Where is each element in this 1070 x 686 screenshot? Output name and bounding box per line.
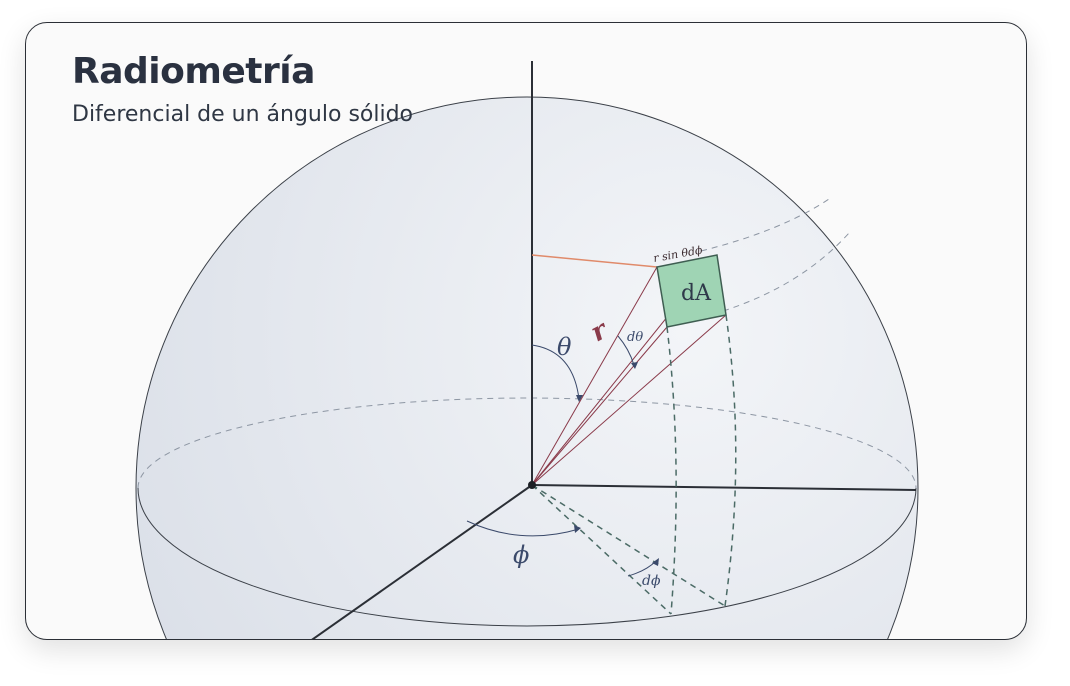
- radius-line-4: [531, 314, 727, 486]
- d-theta-label: dθ: [627, 330, 643, 345]
- meridian-guide-left: [666, 326, 677, 615]
- origin-point: [528, 481, 536, 489]
- equatorial-ray-2: [531, 484, 726, 607]
- latitude-arc-upper: [700, 198, 830, 252]
- dA-label: dA: [681, 281, 712, 306]
- equatorial-ray-1: [531, 484, 672, 615]
- x-axis: [531, 484, 917, 491]
- d-phi-label: dϕ: [642, 573, 661, 589]
- d-theta-arrowhead: [631, 362, 638, 369]
- page-subtitle: Diferencial de un ángulo sólido: [72, 102, 414, 127]
- equator-back: [137, 397, 917, 489]
- sphere: [135, 96, 919, 639]
- diagram-card: θ r dθ ϕ dϕ dA r sin θdϕ Radiometría Dif…: [25, 22, 1027, 640]
- phi-arc: [466, 520, 580, 537]
- theta-arc: [531, 344, 580, 400]
- d-phi-arrowhead: [652, 558, 659, 566]
- equator-front: [137, 487, 917, 627]
- meridian-guide-right: [724, 314, 737, 607]
- d-theta-arc: [617, 335, 635, 366]
- theta-arrowhead: [576, 395, 583, 402]
- latitude-arc-lower: [722, 232, 850, 312]
- horizontal-projection-line: [531, 254, 658, 268]
- theta-label: θ: [557, 333, 572, 361]
- phi-arrowhead: [574, 525, 581, 533]
- solid-angle-diagram: θ r dθ ϕ dϕ dA r sin θdϕ: [135, 61, 919, 639]
- phi-label: ϕ: [513, 541, 529, 569]
- y-axis: [311, 484, 533, 639]
- radius-line-1: [531, 266, 658, 486]
- page-title: Radiometría: [72, 51, 315, 92]
- radius-line-3: [531, 326, 668, 486]
